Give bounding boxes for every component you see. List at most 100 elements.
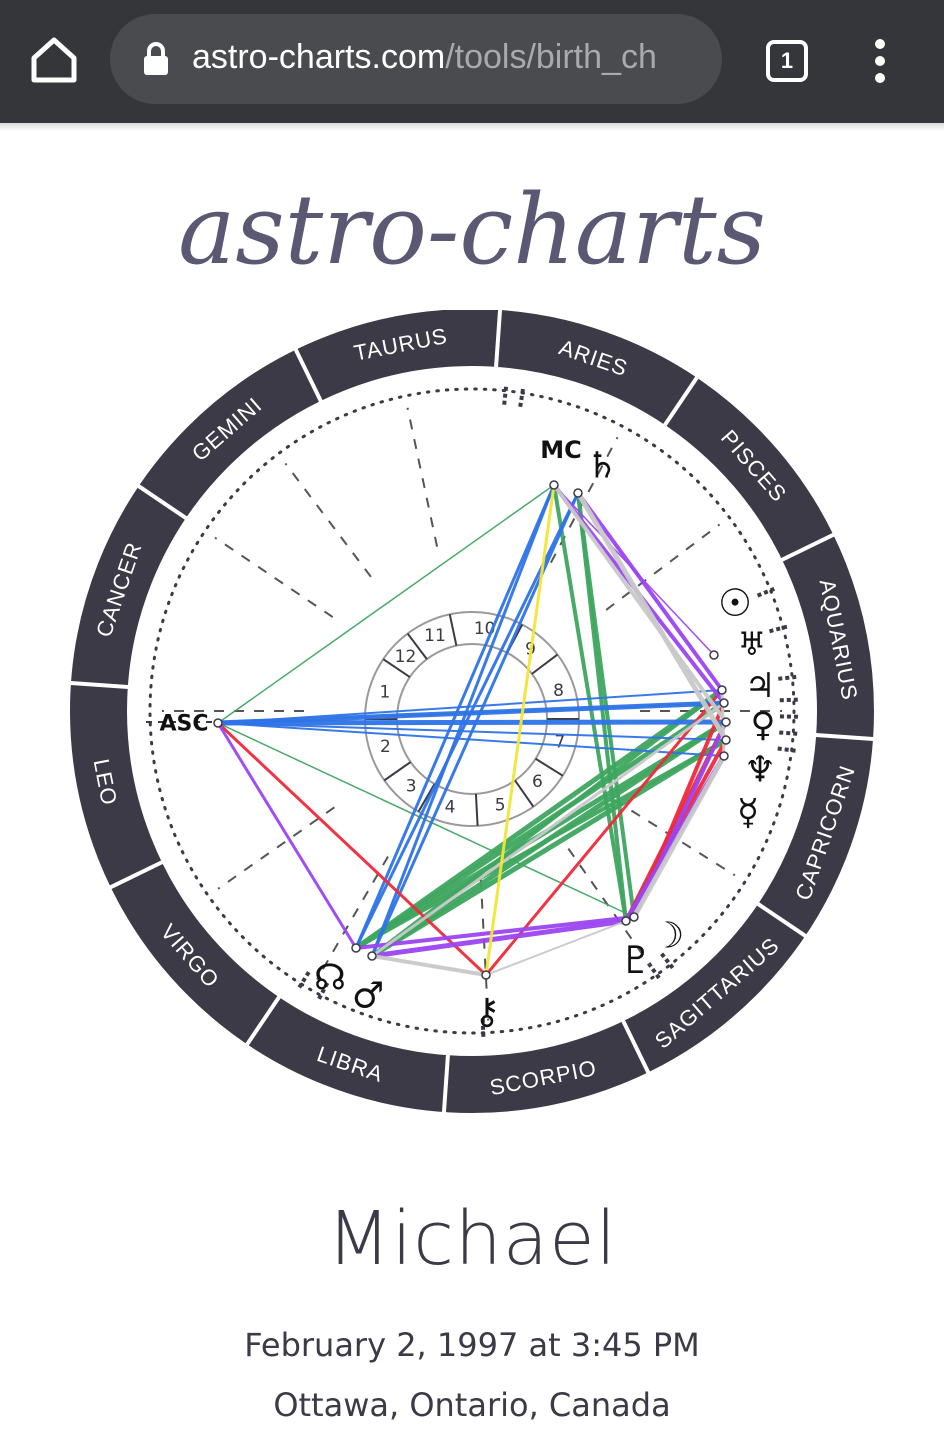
- house-cusp: [284, 462, 372, 578]
- aspect-line: [355, 915, 635, 950]
- jupiter-icon: ♃: [745, 666, 775, 706]
- neptune-icon: ♆: [744, 750, 776, 791]
- planet-tick: [756, 587, 776, 598]
- uranus-icon: ♅: [738, 625, 767, 663]
- toolbar-shadow: [0, 123, 944, 131]
- birth-date: February 2, 1997 at 3:45 PM: [244, 1326, 700, 1364]
- house-cusp: [567, 848, 651, 966]
- aspect-line: [484, 484, 556, 976]
- mercury-icon: ☿: [737, 793, 759, 834]
- site-logo[interactable]: astro-charts: [0, 165, 944, 295]
- mercury-marker: [719, 751, 729, 761]
- north-node-icon: ☊: [314, 958, 346, 999]
- aspect-lines: [216, 483, 729, 977]
- house-number-3: 3: [406, 777, 417, 797]
- person-name: Michael: [326, 1196, 618, 1282]
- house-number-4: 4: [445, 797, 456, 817]
- sign-divider: [68, 680, 130, 690]
- aspect-line: [370, 484, 556, 957]
- aspect-line: [354, 700, 726, 951]
- planet-glyphs: ASC MC ♄ ☉♅♃♀ ♆☿ ☽♇ ⚷ ♂☊: [146, 436, 776, 1033]
- house-cusp: [613, 799, 736, 877]
- aspect-line: [354, 484, 556, 949]
- sign-divider: [244, 994, 282, 1048]
- more-menu-icon[interactable]: [868, 38, 892, 84]
- asc-label: ASC: [159, 712, 208, 737]
- node-marker: [351, 943, 361, 953]
- sign-divider: [814, 732, 876, 742]
- sign-divider: [441, 1053, 451, 1115]
- house-divider: [535, 757, 564, 777]
- sign-divider: [135, 483, 189, 521]
- tab-switcher-icon[interactable]: 1: [766, 40, 808, 82]
- sun-icon: ☉: [718, 581, 752, 625]
- chiron-marker: [481, 970, 491, 980]
- mc-label: MC: [540, 436, 582, 464]
- chiron-icon: ⚷: [474, 992, 500, 1033]
- sign-divider: [779, 532, 836, 563]
- aspect-line: [576, 492, 636, 918]
- house-divider: [448, 614, 458, 646]
- house-number-12: 12: [395, 647, 417, 667]
- house-number-8: 8: [553, 681, 564, 701]
- aspect-line: [552, 484, 628, 922]
- aspect-line: [576, 491, 724, 692]
- aspect-line: [631, 754, 727, 919]
- birth-place: Ottawa, Ontario, Canada: [273, 1386, 671, 1424]
- house-divider: [531, 653, 559, 675]
- aspect-line: [370, 688, 724, 958]
- house-cusp: [406, 407, 439, 547]
- aspect-line: [371, 701, 725, 958]
- planet-tick: [317, 982, 330, 1000]
- planet-tick: [777, 746, 796, 753]
- aspect-line: [371, 954, 487, 977]
- house-number-6: 6: [532, 772, 543, 792]
- sign-divider: [108, 859, 165, 890]
- planet-tick: [779, 697, 798, 703]
- planet-markers: [213, 480, 731, 980]
- url-host: astro-charts.com: [192, 38, 446, 76]
- mars-icon: ♂: [352, 976, 384, 1017]
- planet-tick: [660, 952, 675, 970]
- aspect-line: [371, 918, 627, 959]
- sun-marker: [717, 685, 727, 695]
- neptune-marker: [721, 735, 731, 745]
- asc-marker: [213, 718, 223, 728]
- house-number-11: 11: [424, 626, 446, 646]
- house-divider: [383, 761, 412, 782]
- venus-icon: ♀: [751, 705, 776, 745]
- aspect-line: [485, 920, 627, 976]
- venus-marker: [721, 717, 731, 727]
- aspect-line: [217, 719, 727, 726]
- planet-tick: [480, 1018, 486, 1037]
- address-bar[interactable]: astro-charts.com/tools/birth_ch: [110, 14, 722, 104]
- house-divider: [474, 793, 479, 826]
- lock-icon: [144, 42, 168, 75]
- sign-divider: [493, 310, 503, 369]
- zodiac-band: [70, 310, 874, 1113]
- house-wheel: 109876543211211: [364, 611, 580, 827]
- aspect-line: [552, 483, 728, 724]
- saturn-icon: ♄: [586, 446, 618, 487]
- sign-divider: [755, 901, 809, 939]
- moon-marker: [629, 912, 639, 922]
- planet-tick: [297, 971, 311, 989]
- mars-marker: [367, 951, 377, 961]
- house-cusp: [316, 855, 389, 980]
- aspect-line: [355, 738, 727, 950]
- house-divider: [514, 779, 535, 808]
- moon-icon: ☽: [652, 916, 684, 957]
- degree-ticks: [148, 386, 798, 1037]
- planet-tick: [779, 730, 798, 736]
- house-cusp: [217, 806, 335, 890]
- home-icon[interactable]: [26, 32, 82, 88]
- sign-divider: [293, 347, 324, 404]
- planet-tick: [502, 386, 509, 405]
- zodiac-ring: ARIESPISCESAQUARIUSCAPRICORNSAGITTARIUSS…: [68, 310, 876, 1115]
- sign-divider: [662, 374, 700, 428]
- house-cusp: [479, 878, 490, 1021]
- house-number-7: 7: [554, 733, 565, 753]
- house-number-5: 5: [495, 796, 506, 816]
- uranus-marker: [709, 650, 719, 660]
- aspect-line: [216, 721, 488, 977]
